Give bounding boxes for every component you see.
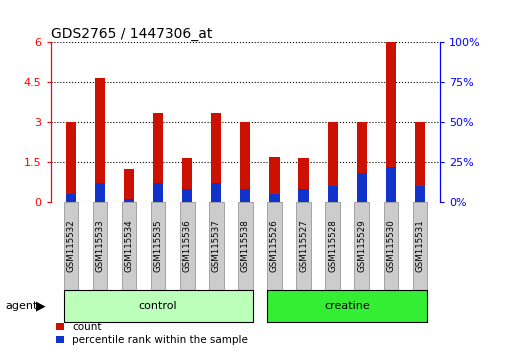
Text: GSM115527: GSM115527 [298, 219, 308, 273]
Text: GSM115534: GSM115534 [124, 219, 133, 273]
Text: GSM115532: GSM115532 [66, 219, 75, 273]
Text: GSM115528: GSM115528 [327, 219, 336, 273]
Bar [298, 189, 308, 202]
Bar [385, 42, 395, 202]
Text: GSM115530: GSM115530 [385, 219, 394, 273]
Bar [269, 156, 279, 202]
Bar [211, 113, 221, 202]
Text: agent: agent [5, 301, 37, 311]
Bar [124, 169, 134, 202]
Bar [153, 113, 163, 202]
Bar [412, 202, 426, 290]
Bar [354, 202, 368, 290]
Bar [240, 122, 250, 202]
Text: ▶: ▶ [36, 300, 46, 313]
Text: GSM115526: GSM115526 [270, 219, 278, 273]
Bar [296, 202, 310, 290]
Bar [356, 122, 366, 202]
Bar [325, 202, 339, 290]
Bar [267, 202, 281, 290]
Text: GSM115533: GSM115533 [95, 219, 105, 273]
Bar [327, 122, 337, 202]
Bar [414, 122, 424, 202]
Bar [64, 202, 78, 290]
Bar [211, 183, 221, 202]
Text: GSM115537: GSM115537 [212, 219, 220, 273]
Text: GSM115536: GSM115536 [182, 219, 191, 273]
Bar [124, 199, 134, 202]
Bar [66, 194, 76, 202]
Bar [240, 189, 250, 202]
Bar [209, 202, 223, 290]
Bar [180, 202, 194, 290]
Bar [95, 183, 105, 202]
Bar [64, 290, 252, 322]
Bar [383, 202, 397, 290]
Text: GDS2765 / 1447306_at: GDS2765 / 1447306_at [50, 28, 212, 41]
Bar [238, 202, 252, 290]
Bar [95, 78, 105, 202]
Bar [150, 202, 165, 290]
Bar [269, 194, 279, 202]
Text: GSM115538: GSM115538 [240, 219, 249, 273]
Bar [298, 158, 308, 202]
Text: GSM115529: GSM115529 [357, 220, 366, 272]
Text: control: control [138, 301, 177, 311]
Bar [327, 186, 337, 202]
Bar [122, 202, 136, 290]
Bar [182, 158, 192, 202]
Bar [385, 167, 395, 202]
Text: GSM115535: GSM115535 [154, 219, 163, 273]
Bar [267, 290, 426, 322]
Text: creatine: creatine [324, 301, 369, 311]
Bar [92, 202, 107, 290]
Bar [66, 122, 76, 202]
Bar [414, 186, 424, 202]
Legend: count, percentile rank within the sample: count, percentile rank within the sample [56, 322, 248, 345]
Bar [153, 183, 163, 202]
Bar [356, 173, 366, 202]
Text: GSM115531: GSM115531 [415, 219, 424, 273]
Bar [182, 189, 192, 202]
